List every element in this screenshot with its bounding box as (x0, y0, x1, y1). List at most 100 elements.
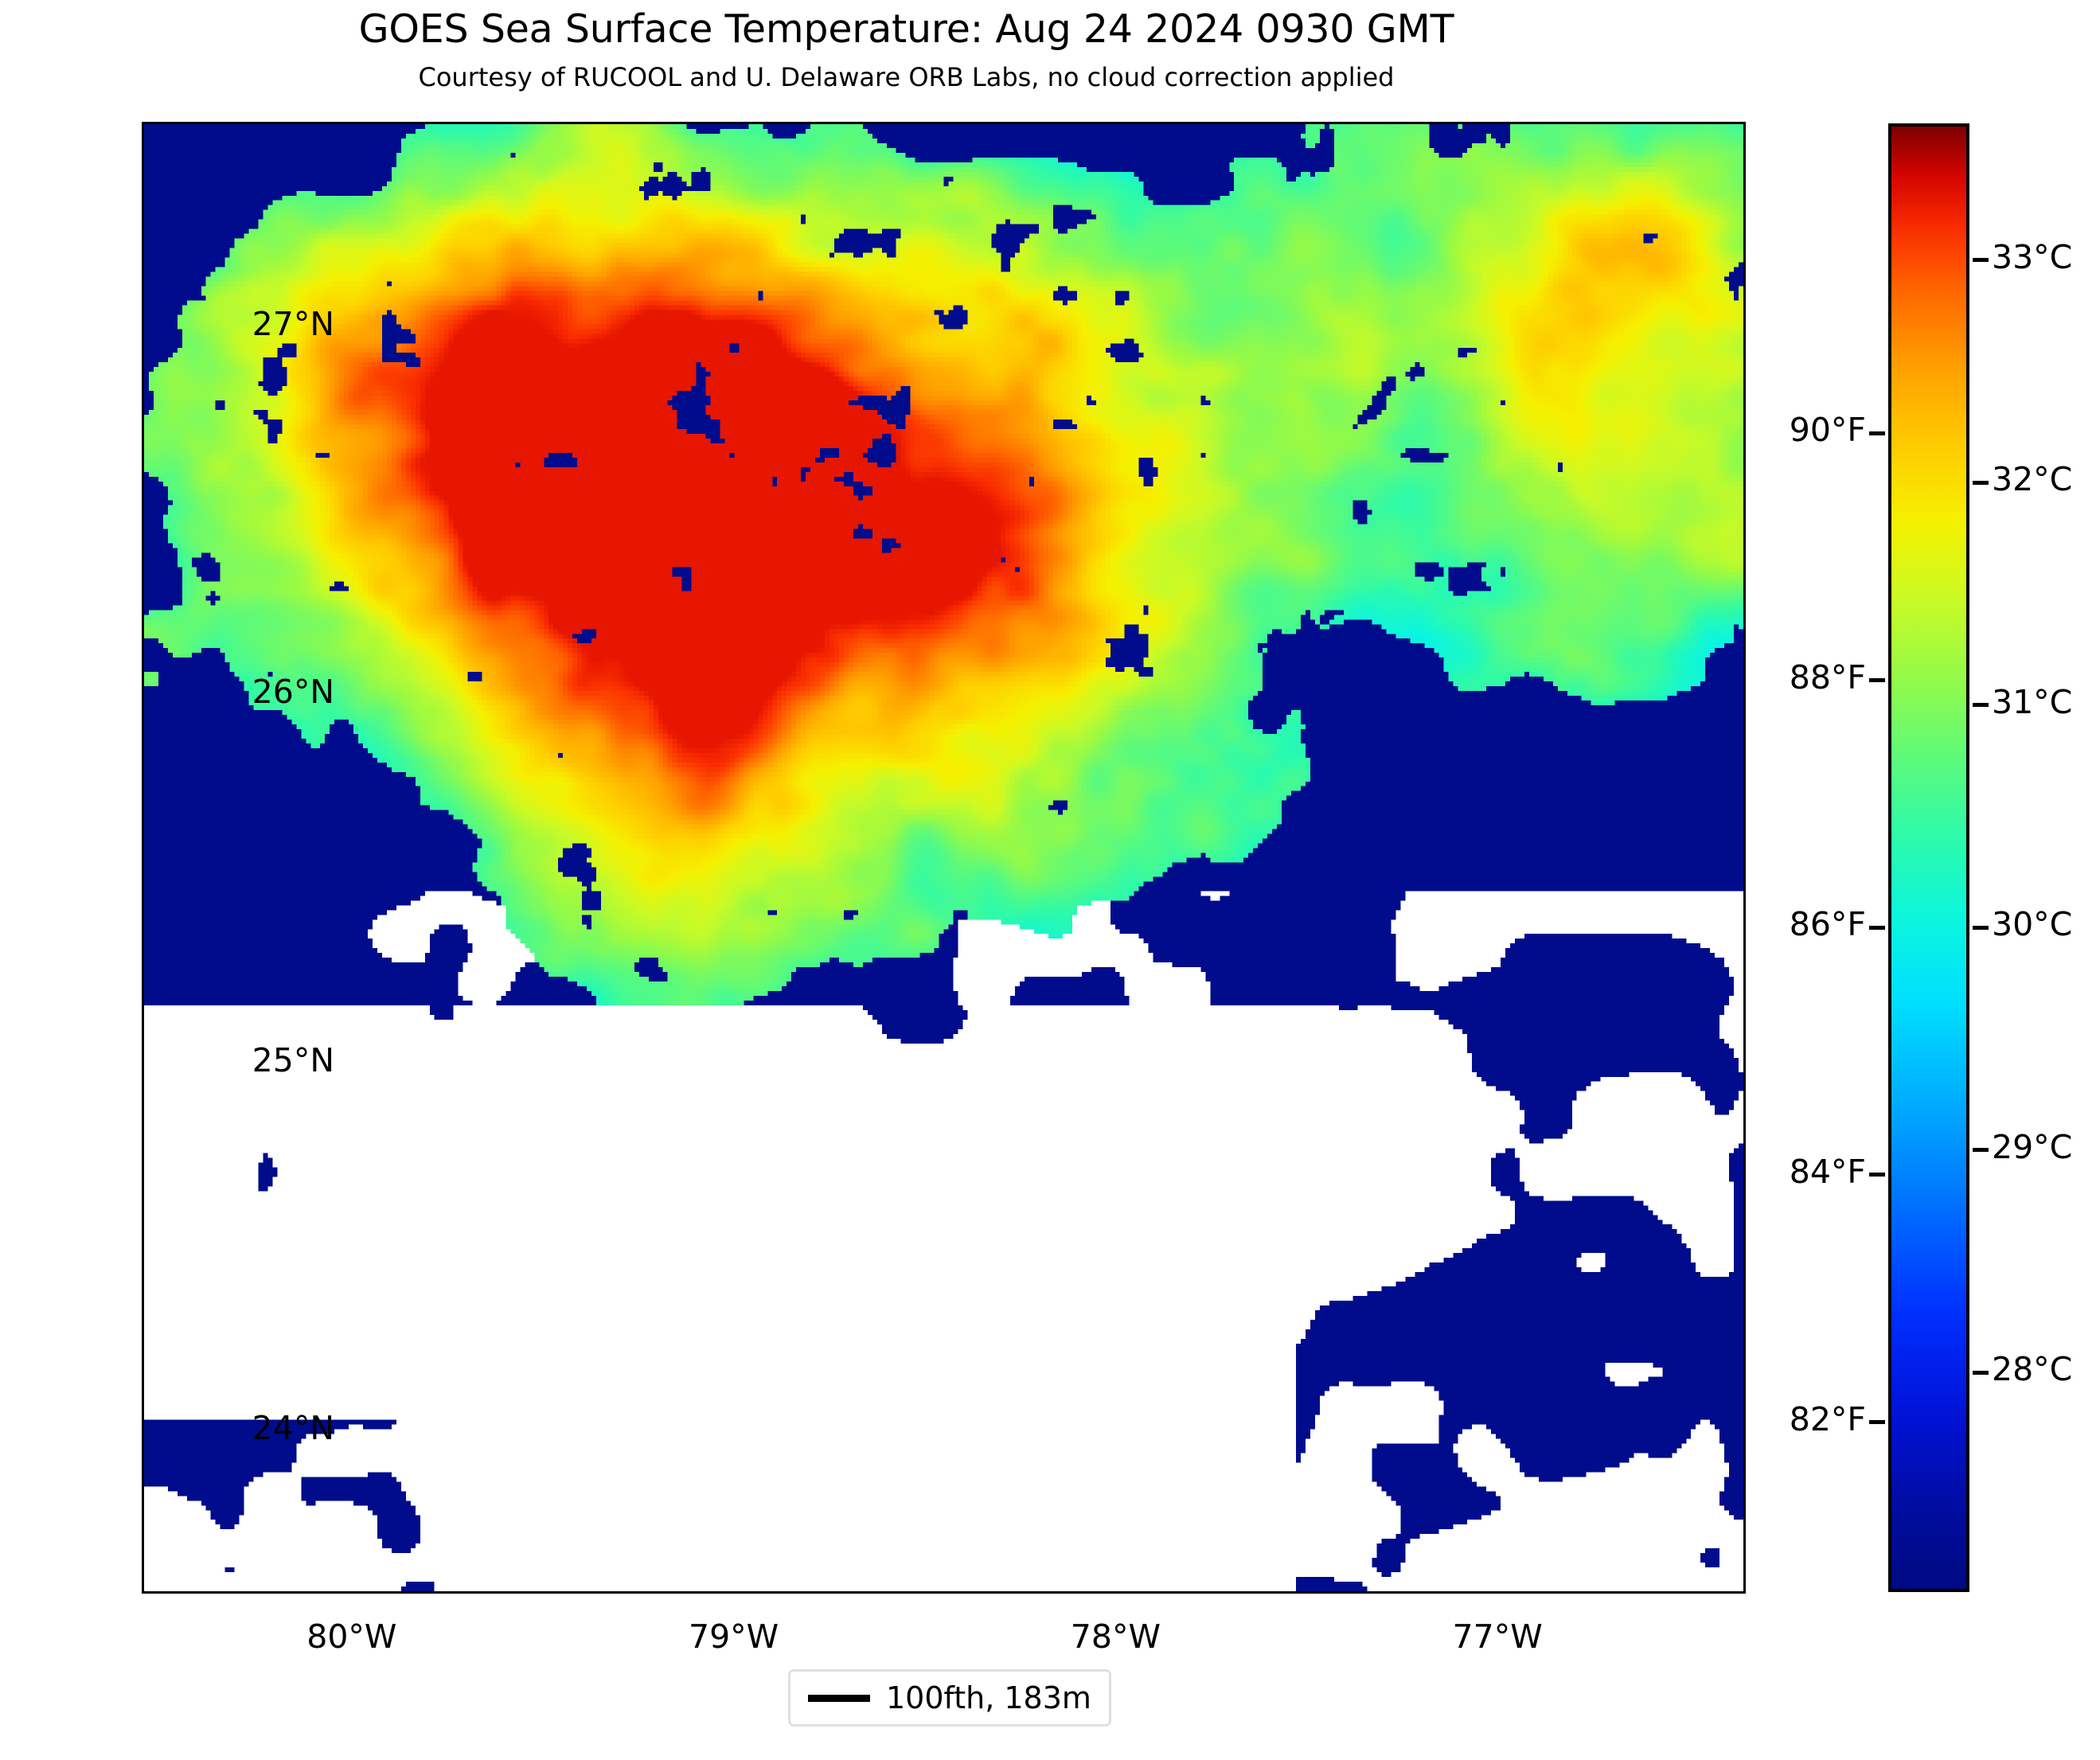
y-minor-tick (142, 123, 144, 127)
x-minor-tick (1307, 1591, 1311, 1594)
x-tick-label-0: 80°W (306, 1618, 397, 1656)
y-minor-tick (142, 1318, 144, 1322)
x-minor-tick-top (1212, 122, 1216, 124)
y-major-tick-right (1743, 1060, 1746, 1065)
sst-heatmap-canvas (144, 124, 1743, 1591)
y-tick-label-3: 24°N (252, 1408, 334, 1447)
x-minor-tick-top (1403, 122, 1407, 124)
y-minor-tick-right (1743, 306, 1746, 310)
colorbar-label-c-2: 30°C (1992, 905, 2073, 944)
y-minor-tick (142, 398, 144, 402)
colorbar-tick-c-1 (1973, 1148, 1989, 1153)
y-minor-tick (142, 214, 144, 218)
sst-raster-layer (144, 124, 1743, 1591)
y-minor-tick-right (1743, 858, 1746, 862)
y-tick-label-0: 27°N (252, 305, 334, 344)
x-minor-tick (1212, 1591, 1216, 1594)
x-minor-tick-top (256, 122, 260, 124)
x-minor-tick (925, 1591, 929, 1594)
colorbar-tick-f-2 (1869, 925, 1885, 930)
colorbar[interactable] (1869, 123, 1989, 1592)
colorbar-tick-f-0 (1869, 1420, 1885, 1425)
colorbar-label-f-1: 84°F (1789, 1152, 1866, 1191)
x-minor-tick (1021, 1591, 1025, 1594)
x-tick-label-2: 78°W (1070, 1618, 1161, 1656)
x-major-tick (1115, 1591, 1120, 1594)
colorbar-tick-c-2 (1973, 925, 1989, 930)
y-major-tick-right (1743, 1428, 1746, 1433)
x-minor-tick-top (1689, 122, 1693, 124)
y-major-tick-right (1743, 692, 1746, 697)
x-major-tick (734, 1591, 739, 1594)
x-minor-tick (829, 1591, 833, 1594)
x-major-tick-top (1115, 122, 1120, 124)
y-minor-tick (142, 582, 144, 586)
x-minor-tick-top (1594, 122, 1598, 124)
y-minor-tick-right (1743, 1226, 1746, 1230)
y-minor-tick (142, 1410, 144, 1414)
y-minor-tick (142, 950, 144, 954)
x-minor-tick-top (925, 122, 929, 124)
contour-line-swatch (808, 1694, 870, 1702)
colorbar-label-f-4: 90°F (1789, 411, 1866, 450)
x-minor-tick-top (829, 122, 833, 124)
y-minor-tick-right (1743, 582, 1746, 586)
x-minor-tick-top (447, 122, 451, 124)
y-minor-tick-right (1743, 1134, 1746, 1138)
colorbar-gradient (1891, 127, 1966, 1589)
x-minor-tick-top (543, 122, 547, 124)
colorbar-tick-c-5 (1973, 258, 1989, 263)
y-minor-tick (142, 858, 144, 862)
y-minor-tick (142, 674, 144, 678)
y-major-tick (142, 324, 144, 329)
colorbar-label-c-1: 29°C (1992, 1127, 2073, 1166)
x-major-tick (1497, 1591, 1502, 1594)
x-minor-tick-top (161, 122, 165, 124)
y-minor-tick-right (1743, 398, 1746, 402)
legend: 100fth, 183m (788, 1669, 1111, 1727)
y-minor-tick (142, 766, 144, 770)
y-minor-tick (142, 1502, 144, 1506)
colorbar-tick-c-0 (1973, 1370, 1989, 1375)
y-minor-tick-right (1743, 123, 1746, 127)
colorbar-label-c-0: 28°C (1992, 1350, 2073, 1389)
y-minor-tick-right (1743, 1410, 1746, 1414)
x-minor-tick (256, 1591, 260, 1594)
x-minor-tick (1689, 1591, 1693, 1594)
colorbar-tick-c-3 (1973, 703, 1989, 708)
x-major-tick-top (352, 122, 357, 124)
x-minor-tick-top (638, 122, 642, 124)
colorbar-tick-f-1 (1869, 1173, 1885, 1177)
y-minor-tick (142, 1226, 144, 1230)
page-title: GOES Sea Surface Temperature: Aug 24 202… (358, 6, 1454, 52)
map-plot-area[interactable] (142, 122, 1746, 1594)
y-minor-tick-right (1743, 214, 1746, 218)
y-major-tick (142, 1428, 144, 1433)
page-subtitle: Courtesy of RUCOOL and U. Delaware ORB L… (418, 62, 1395, 92)
colorbar-label-c-5: 33°C (1992, 237, 2073, 276)
x-major-tick (352, 1591, 357, 1594)
x-minor-tick (1594, 1591, 1598, 1594)
x-minor-tick-top (1021, 122, 1025, 124)
y-minor-tick-right (1743, 950, 1746, 954)
legend-label: 100fth, 183m (886, 1680, 1091, 1715)
y-minor-tick-right (1743, 1042, 1746, 1046)
y-tick-label-2: 25°N (252, 1040, 334, 1079)
colorbar-tick-c-4 (1973, 480, 1989, 485)
x-tick-label-3: 77°W (1452, 1618, 1543, 1656)
x-major-tick-top (734, 122, 739, 124)
x-tick-label-1: 79°W (689, 1618, 779, 1656)
y-major-tick (142, 692, 144, 697)
y-minor-tick-right (1743, 766, 1746, 770)
colorbar-label-c-4: 32°C (1992, 460, 2073, 499)
y-major-tick-right (1743, 324, 1746, 329)
x-minor-tick (1403, 1591, 1407, 1594)
colorbar-label-c-3: 31°C (1992, 682, 2073, 721)
y-minor-tick (142, 1134, 144, 1138)
colorbar-tick-f-3 (1869, 678, 1885, 683)
x-major-tick-top (1497, 122, 1502, 124)
x-minor-tick (543, 1591, 547, 1594)
colorbar-label-f-0: 82°F (1789, 1399, 1866, 1438)
y-major-tick (142, 1060, 144, 1065)
y-tick-label-1: 26°N (252, 673, 334, 712)
